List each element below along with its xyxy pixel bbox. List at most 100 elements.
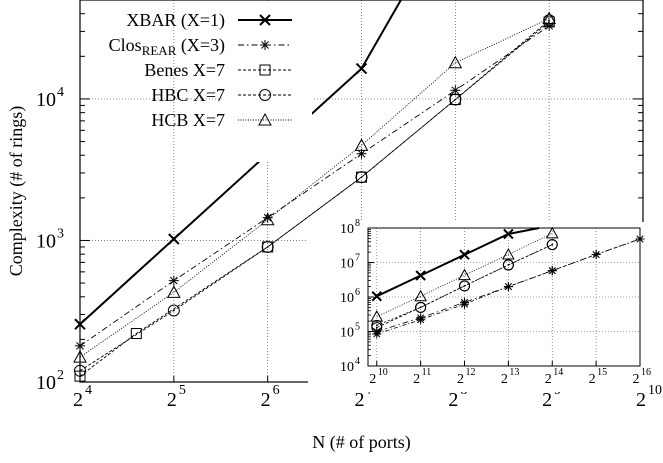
inset-y-tick-exponent: 4 bbox=[355, 356, 360, 367]
data-point bbox=[547, 266, 557, 276]
data-point bbox=[458, 268, 471, 281]
inset-y-tick-label: 10 bbox=[340, 222, 354, 237]
x-tick-label: 2 bbox=[355, 389, 365, 411]
y-tick-label: 10 bbox=[36, 89, 56, 111]
point-x bbox=[503, 228, 514, 240]
inset-x-tick-label: 2 bbox=[413, 372, 420, 387]
inset-x-tick-label: 2 bbox=[545, 372, 552, 387]
x-tick-label: 2 bbox=[636, 389, 646, 411]
legend-label: ClosREAR (X=3) bbox=[109, 35, 225, 58]
point-star bbox=[451, 86, 460, 95]
point-x bbox=[259, 14, 271, 26]
data-point bbox=[355, 171, 368, 184]
data-point bbox=[370, 310, 384, 322]
data-point bbox=[168, 233, 180, 245]
legend-background bbox=[222, 2, 312, 162]
point-triangle bbox=[502, 248, 515, 260]
point-dot bbox=[375, 326, 378, 329]
legend-label: XBAR (X=1) bbox=[126, 10, 225, 31]
data-point bbox=[502, 259, 514, 271]
y-tick-exponent: 4 bbox=[57, 85, 64, 100]
inset-series-4 bbox=[371, 239, 558, 331]
data-point bbox=[259, 89, 271, 101]
series-4 bbox=[73, 11, 557, 363]
data-point bbox=[371, 291, 382, 302]
point-dot bbox=[266, 246, 269, 248]
inset-y-tick-label: 10 bbox=[340, 326, 354, 341]
data-point bbox=[259, 14, 271, 26]
inset-x-tick-label: 2 bbox=[457, 372, 464, 387]
x-axis-title: N (# of ports) bbox=[312, 432, 410, 453]
legend-label: Benes X=7 bbox=[144, 60, 225, 80]
point-circle bbox=[502, 259, 514, 271]
data-point bbox=[260, 212, 275, 226]
data-point bbox=[166, 285, 181, 298]
data-point bbox=[355, 62, 368, 75]
data-point bbox=[130, 328, 142, 340]
point-dot bbox=[375, 324, 378, 327]
point-dot bbox=[454, 98, 457, 101]
inset-y-tick-exponent: 7 bbox=[355, 253, 360, 264]
legend-label: HBC X=7 bbox=[151, 85, 225, 105]
inset-x-tick-exponent: 13 bbox=[509, 367, 519, 378]
point-triangle bbox=[414, 289, 427, 302]
data-point bbox=[503, 282, 513, 292]
inset-x-tick-exponent: 11 bbox=[422, 367, 432, 378]
point-triangle bbox=[370, 310, 384, 322]
data-point bbox=[459, 249, 470, 260]
data-point bbox=[591, 250, 601, 260]
point-star bbox=[548, 267, 556, 275]
inset-x-tick-label: 2 bbox=[369, 372, 376, 387]
point-x bbox=[355, 62, 368, 75]
inset-x-tick-label: 2 bbox=[589, 372, 596, 387]
inset-y-tick-label: 10 bbox=[340, 360, 354, 375]
y-tick-exponent: 2 bbox=[57, 368, 64, 383]
point-star bbox=[261, 41, 269, 49]
x-tick-label: 2 bbox=[261, 389, 271, 411]
data-point bbox=[414, 289, 427, 302]
y-tick-exponent: 3 bbox=[57, 226, 64, 241]
data-point bbox=[371, 319, 383, 331]
inset-x-tick-label: 2 bbox=[501, 372, 508, 387]
point-x bbox=[459, 249, 470, 260]
inset-y-tick-label: 10 bbox=[340, 291, 354, 306]
point-star bbox=[460, 300, 469, 308]
point-dot bbox=[173, 309, 175, 312]
point-circle bbox=[261, 240, 274, 253]
series-line bbox=[79, 19, 550, 372]
series-3 bbox=[74, 14, 556, 377]
point-star bbox=[263, 213, 272, 222]
x-tick-label: 2 bbox=[542, 389, 552, 411]
inset-x-tick-exponent: 14 bbox=[553, 367, 563, 378]
point-triangle bbox=[166, 285, 181, 298]
point-x bbox=[371, 291, 382, 302]
data-point bbox=[449, 93, 462, 106]
series-line bbox=[79, 21, 550, 377]
y-axis-title: Complexity (# of rings) bbox=[6, 106, 27, 276]
point-circle bbox=[415, 301, 427, 313]
data-point bbox=[448, 55, 463, 69]
point-dot bbox=[551, 243, 554, 246]
point-triangle bbox=[354, 138, 369, 151]
inset-series-0 bbox=[371, 227, 540, 302]
point-triangle bbox=[458, 268, 471, 281]
point-dot bbox=[419, 306, 422, 309]
data-point bbox=[258, 112, 272, 126]
point-dot bbox=[360, 176, 363, 178]
inset-x-tick-exponent: 15 bbox=[597, 367, 607, 378]
data-point bbox=[262, 212, 273, 223]
inset-x-tick-exponent: 16 bbox=[641, 367, 651, 378]
data-point bbox=[542, 11, 557, 25]
inset-y-tick-exponent: 5 bbox=[355, 322, 360, 333]
series-line bbox=[79, 25, 550, 347]
data-point bbox=[354, 138, 369, 151]
data-point bbox=[503, 228, 514, 240]
inset-y-tick-exponent: 8 bbox=[355, 218, 360, 229]
point-dot bbox=[264, 94, 266, 96]
inset-background bbox=[308, 222, 646, 392]
data-point bbox=[259, 64, 271, 76]
inset-y-tick-exponent: 6 bbox=[355, 287, 360, 298]
data-point bbox=[415, 301, 427, 313]
point-circle bbox=[459, 280, 471, 292]
